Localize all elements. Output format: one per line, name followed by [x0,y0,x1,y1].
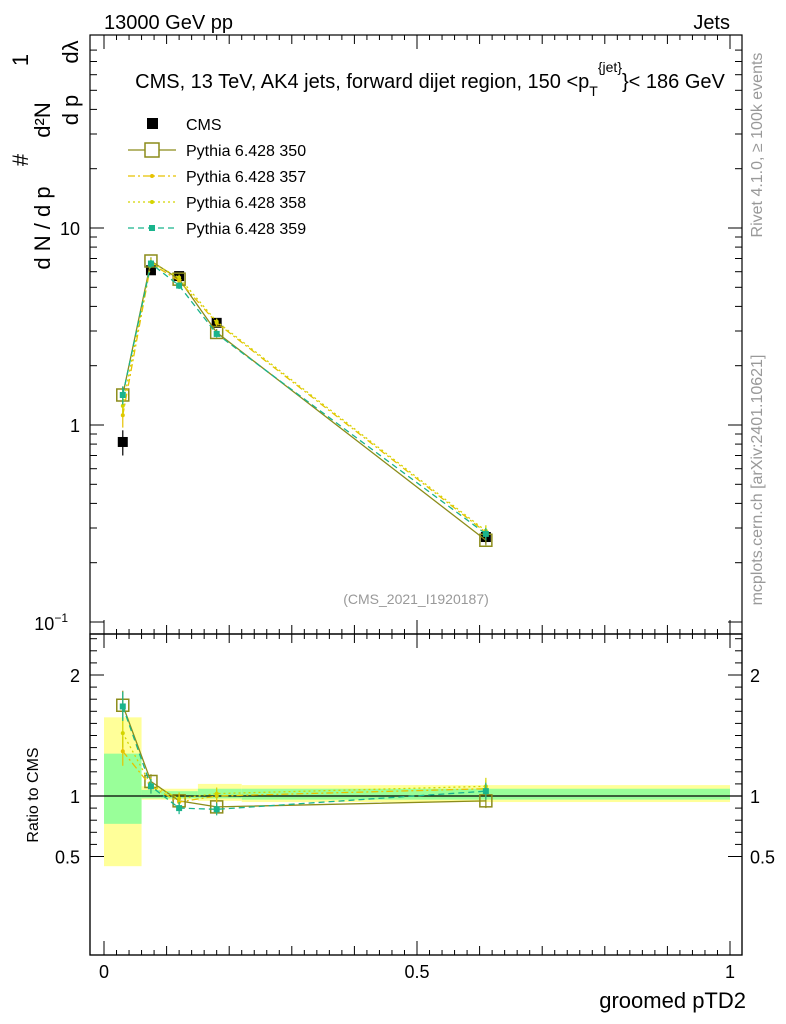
legend-marker [144,142,160,158]
title-end: }< 186 GeV [622,71,726,93]
data-point [117,436,128,447]
legend-swatch [147,118,158,129]
main-panel: 1 10 [60,34,743,635]
ratio-point [147,783,154,790]
ratio-point [177,796,182,801]
ratio-frame-top [89,633,743,956]
data-point [145,265,156,276]
ylabel-dn: d N / d p [30,186,55,269]
jets-label: Jets [693,12,730,34]
ratio-point [213,806,220,813]
ratio-y-tick-label-right: 0.5 [750,848,775,868]
legend-entry: Pythia 6.428 358 [128,195,306,212]
legend-label: Pythia 6.428 359 [186,221,306,238]
data-point [209,325,224,340]
svg-text:1: 1 [8,54,33,66]
mcplots-label: mcplots.cern.ch [arXiv:2401.10621] [749,355,766,606]
ratio-panel: 0.5 0.5 1 1 2 2 0 0.5 1 [55,633,775,982]
legend-entry: CMS [147,117,222,134]
main-y-axis-label: # d²N 1 d N / d p d p dλ [8,40,83,269]
legend-entry: Pythia 6.428 350 [128,142,306,160]
data-point [482,530,489,537]
data-point [176,282,183,289]
ratio-point [482,788,489,795]
legend-label: Pythia 6.428 357 [186,169,306,186]
ratio-point [120,731,125,736]
ylabel-dp: d p [58,95,83,126]
ratio-point [176,805,183,812]
ylabel-lambda: λ [58,40,83,51]
y-tick-label-0.1: 10−1 [34,611,68,634]
svg-text:dλ: dλ [58,40,83,63]
ratio-point [120,749,125,754]
series-line [122,259,487,541]
ratio-series-pythia-6.428-359 [119,691,489,816]
data-point [119,391,126,398]
series-cms [117,265,491,544]
ylabel-d2n: d²N [30,102,55,137]
legend-marker [150,200,154,204]
svg-text:d N / d p: d N / d p [30,186,55,269]
svg-text:d²N: d²N [30,102,55,137]
svg-text:d p: d p [58,95,83,126]
series-line [122,262,487,535]
ylabel-hash-1: # [8,153,33,166]
data-point [177,275,182,280]
title-sub: T [589,83,598,99]
ratio-y-tick-label-left: 1 [70,787,80,807]
ratio-y-tick-label-left: 2 [70,666,80,686]
legend-label: Pythia 6.428 350 [186,143,306,160]
legend-entry: Pythia 6.428 359 [128,221,306,238]
ratio-y-tick-label-right: 2 [750,666,760,686]
ratio-y-tick-label-right: 1 [750,787,760,807]
legend-marker [149,225,155,231]
x-tick-label: 0 [99,962,109,982]
rivet-label: Rivet 4.1.0, ≥ 100k events [749,53,766,238]
x-axis-label: groomed pTD2 [599,988,746,1013]
series-pythia-6.428-350 [116,254,493,548]
legend-marker [150,174,154,178]
chart-title: CMS, 13 TeV, AK4 jets, forward dijet reg… [135,59,725,99]
series-pythia-6.428-359 [119,259,489,541]
x-tick-label: 0.5 [404,962,429,982]
data-point [147,260,154,267]
ratio-y-tick-label-left: 0.5 [55,848,80,868]
ylabel-dlambda-d: d [58,51,83,63]
ratio-point [119,703,126,710]
data-point [214,319,219,324]
ylabel-one: 1 [8,54,33,66]
ratio-y-axis-label: Ratio to CMS [25,747,42,842]
ratio-point [214,791,219,796]
title-sup: {jet} [598,59,622,75]
title-main: CMS, 13 TeV, AK4 jets, forward dijet reg… [135,71,589,93]
x-tick-label: 1 [725,962,735,982]
y-tick-label: 1 [70,416,80,436]
energy-label: 13000 GeV pp [104,12,233,34]
legend-label: CMS [186,117,222,134]
legend: CMS Pythia 6.428 350 Pythia 6.428 357 Pythi… [128,117,306,238]
analysis-watermark: (CMS_2021_I1920187) [343,591,489,607]
legend-label: Pythia 6.428 358 [186,195,306,212]
svg-text:#: # [8,153,33,166]
data-point [213,330,220,337]
legend-entry: Pythia 6.428 357 [128,169,306,186]
ratio-band-stat [141,789,161,799]
series-line [122,262,487,533]
data-point [120,403,125,408]
y-tick-label: 10 [60,219,80,239]
